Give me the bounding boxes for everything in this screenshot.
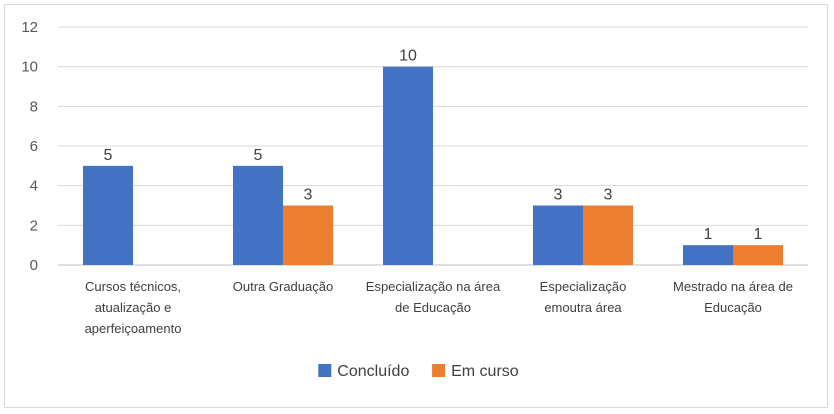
bar-em-curso bbox=[583, 205, 633, 265]
legend-swatch bbox=[318, 364, 332, 377]
x-tick-label: de Educação bbox=[395, 300, 471, 315]
data-label: 3 bbox=[304, 187, 313, 204]
legend-label: Em curso bbox=[451, 363, 519, 380]
y-tick-label: 2 bbox=[30, 217, 38, 234]
x-tick-label: Educação bbox=[704, 300, 762, 315]
y-tick-label: 6 bbox=[30, 138, 38, 155]
x-tick-label: atualização e bbox=[95, 300, 172, 315]
bar-concluido bbox=[83, 165, 133, 265]
x-tick-label: emoutra área bbox=[544, 300, 622, 315]
data-label: 3 bbox=[604, 187, 613, 204]
legend-label: Concluído bbox=[337, 363, 409, 380]
bar-concluido bbox=[233, 165, 283, 265]
y-tick-label: 12 bbox=[21, 19, 38, 36]
data-label: 3 bbox=[554, 187, 563, 204]
bar-concluido bbox=[683, 245, 733, 265]
data-label: 1 bbox=[754, 226, 763, 243]
data-label: 5 bbox=[254, 147, 263, 164]
y-tick-label: 0 bbox=[30, 257, 38, 274]
bar-concluido bbox=[533, 205, 583, 265]
legend-swatch bbox=[432, 364, 446, 377]
data-label: 5 bbox=[104, 147, 113, 164]
data-label: 10 bbox=[399, 48, 417, 65]
y-tick-label: 4 bbox=[30, 178, 38, 195]
bar-concluido bbox=[383, 66, 433, 266]
bar-em-curso bbox=[733, 245, 783, 265]
x-tick-label: Especialização na área bbox=[366, 279, 501, 294]
y-tick-label: 10 bbox=[21, 59, 38, 76]
x-tick-label: Especialização bbox=[540, 279, 627, 294]
x-tick-label: Cursos técnicos, bbox=[85, 279, 181, 294]
x-tick-label: Mestrado na área de bbox=[673, 279, 793, 294]
x-tick-label: Outra Graduação bbox=[233, 279, 333, 294]
x-tick-label: aperfeiçoamento bbox=[85, 321, 182, 336]
bar-em-curso bbox=[283, 205, 333, 265]
data-label: 1 bbox=[704, 226, 713, 243]
y-tick-label: 8 bbox=[30, 98, 38, 115]
